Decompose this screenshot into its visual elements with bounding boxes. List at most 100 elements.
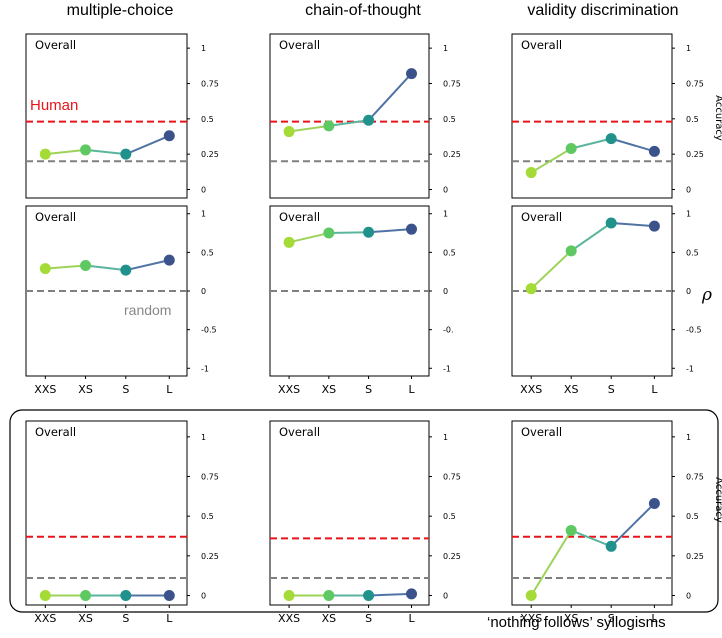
data-point-xxs xyxy=(39,589,51,601)
ytick-label: 0.5 xyxy=(443,512,456,521)
panel-frame xyxy=(269,420,430,606)
ytick-label: 0.5 xyxy=(201,248,214,257)
series-segment xyxy=(288,232,330,244)
series-segment xyxy=(368,592,412,597)
series-segment xyxy=(288,124,329,133)
ytick-label: 0 xyxy=(443,591,448,600)
xtick-label: S xyxy=(365,383,372,396)
ytick-label: -0. xyxy=(443,326,454,335)
ytick-label: -1 xyxy=(443,364,451,373)
panel-r1c1: Overall 1 0.5 0 -0. -1 XXS XS S L xyxy=(269,205,456,396)
data-point-xs xyxy=(565,245,577,257)
data-point-xs xyxy=(80,144,92,156)
ytick-label: -1 xyxy=(201,364,209,373)
random-annotation: random xyxy=(124,302,171,318)
ytick-label: 0 xyxy=(201,287,206,296)
panel-title: Overall xyxy=(521,38,562,52)
data-point-xs xyxy=(323,589,335,601)
data-point-l xyxy=(406,223,418,235)
data-point-xs xyxy=(323,227,335,239)
ytick-label: 0.25 xyxy=(443,552,461,561)
ytick-label: 0.75 xyxy=(686,79,704,88)
data-point-s xyxy=(120,264,132,276)
data-point-xxs xyxy=(283,126,295,138)
ytick-label: 0.75 xyxy=(686,473,704,482)
xtick-label: XS xyxy=(78,383,93,396)
panel-r0c1: Overall 1 0.75 0.5 0.25 0 xyxy=(269,33,461,199)
panel-title: Overall xyxy=(35,38,76,52)
xtick-label: XXS xyxy=(278,612,300,625)
ytick-label: 0.25 xyxy=(201,150,219,159)
series-segment xyxy=(45,264,86,270)
ytick-label: 1 xyxy=(686,210,691,219)
data-point-l xyxy=(406,68,418,80)
ytick-label: 0.5 xyxy=(686,248,699,257)
ytick-label: 1 xyxy=(201,44,206,53)
accuracy-label-bottom: Accuracy xyxy=(713,477,722,523)
xtick-label: L xyxy=(166,383,173,396)
panel-frame xyxy=(511,33,673,199)
ytick-label: 1 xyxy=(443,44,448,53)
data-point-l xyxy=(648,220,660,232)
ytick-label: -1 xyxy=(686,364,694,373)
xtick-label: S xyxy=(608,383,615,396)
ytick-label: 0 xyxy=(201,591,206,600)
data-point-s xyxy=(363,114,375,126)
data-point-xxs xyxy=(39,263,51,275)
data-point-xxs xyxy=(525,589,537,601)
data-point-xxs xyxy=(39,148,51,160)
ytick-label: 1 xyxy=(686,433,691,442)
ytick-label: 0.5 xyxy=(201,115,214,124)
series-segment xyxy=(570,529,612,548)
ytick-label: 1 xyxy=(201,210,206,219)
ytick-label: 0 xyxy=(443,186,448,195)
xtick-label: XS xyxy=(322,612,337,625)
panel-frame xyxy=(25,420,188,606)
panel-r0c0: Overall 1 0.75 0.5 0.25 0 xyxy=(25,33,219,199)
xtick-label: L xyxy=(651,383,658,396)
human-annotation: Human xyxy=(30,97,78,114)
series-segment xyxy=(125,134,170,156)
accuracy-label-top: Accuracy xyxy=(713,95,722,141)
panel-frame xyxy=(25,33,188,199)
series-segment xyxy=(328,119,369,127)
panel-r0c2: Overall 1 0.75 0.5 0.25 0 xyxy=(511,33,704,199)
panel-r1c2: Overall 1 0.5 0 -0.5 -1 XXS XS S L xyxy=(511,205,702,396)
data-point-l xyxy=(406,588,418,600)
ytick-label: 1 xyxy=(443,210,448,219)
xtick-label: S xyxy=(365,612,372,625)
ytick-label: 0.25 xyxy=(686,552,704,561)
data-point-xs xyxy=(80,260,92,271)
ytick-label: 0.5 xyxy=(443,248,456,257)
xtick-label: XXS xyxy=(520,612,542,625)
ytick-label: 1 xyxy=(443,433,448,442)
panel-title: Overall xyxy=(35,425,76,439)
panel-title: Overall xyxy=(279,210,320,224)
data-point-xs xyxy=(565,143,577,155)
ytick-label: 0.5 xyxy=(201,512,214,521)
series-segment xyxy=(530,529,573,597)
xtick-label: L xyxy=(408,612,415,625)
series-segment xyxy=(367,72,413,121)
series-segment xyxy=(611,222,655,228)
xtick-label: S xyxy=(122,612,129,625)
ytick-label: 0.25 xyxy=(686,150,704,159)
series-segment xyxy=(570,222,612,252)
ytick-label: 0 xyxy=(201,186,206,195)
xtick-label: L xyxy=(408,383,415,396)
series-segment xyxy=(85,264,126,272)
data-point-l xyxy=(163,130,175,142)
series-segment xyxy=(368,228,412,234)
data-point-s xyxy=(120,589,132,601)
data-point-xs xyxy=(323,120,335,132)
panel-title: Overall xyxy=(279,38,320,52)
column-title-chain-of-thought: chain-of-thought xyxy=(305,2,421,19)
series-segment xyxy=(85,148,126,156)
panel-title: Overall xyxy=(521,210,562,224)
ytick-label: 0.75 xyxy=(443,473,461,482)
data-point-l xyxy=(163,254,175,266)
data-point-xxs xyxy=(283,589,295,601)
data-point-s xyxy=(363,589,375,601)
series-segment xyxy=(610,137,655,153)
footer-label: ‘nothing follows’ syllogisms xyxy=(487,614,666,631)
